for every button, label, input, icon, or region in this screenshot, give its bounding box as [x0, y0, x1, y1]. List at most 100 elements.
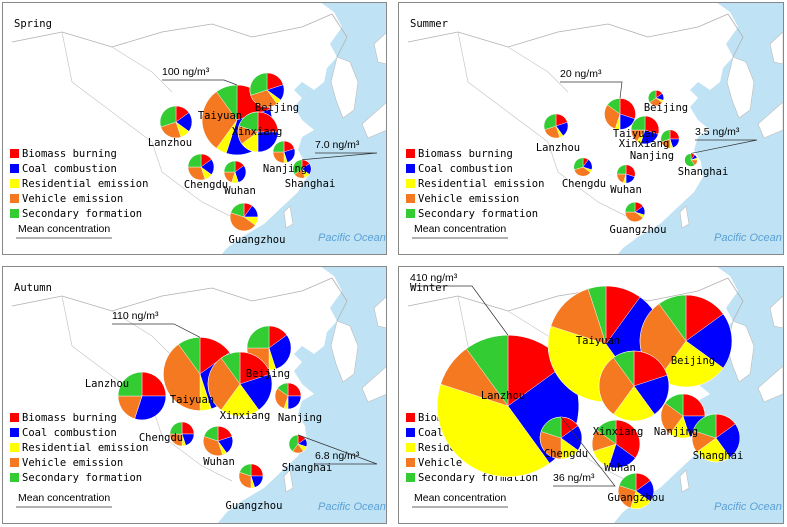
legend-swatch — [10, 413, 19, 422]
concentration-label: 100 ng/m³ — [162, 66, 210, 78]
pie-size — [207, 351, 273, 417]
legend-swatch — [10, 149, 19, 158]
legend-label: Coal combustion — [418, 163, 513, 175]
city-label: Guangzhou — [226, 500, 283, 512]
pie — [159, 105, 193, 139]
pie-size — [598, 350, 670, 422]
city-label: Wuhan — [604, 462, 636, 474]
panel: Autumn Pacific Ocean Biomass burning Coal c… — [2, 266, 387, 524]
pie — [660, 393, 706, 439]
base-map — [2, 2, 387, 255]
panel-frame — [398, 2, 784, 255]
legend-swatch — [10, 443, 19, 452]
legend-swatch — [10, 473, 19, 482]
leader-line — [301, 152, 378, 161]
legend-label: Biomass burning — [22, 148, 117, 160]
city-label: Taiyuan — [198, 110, 242, 122]
pie — [660, 129, 680, 149]
pie — [223, 160, 247, 184]
concentration-label: 36 ng/m³ — [553, 472, 595, 484]
concentration-label: 20 ng/m³ — [560, 68, 602, 80]
pie — [624, 201, 646, 223]
pie — [616, 164, 636, 184]
legend-swatch — [406, 428, 415, 437]
pie — [207, 351, 273, 417]
legend-swatch — [10, 179, 19, 188]
pie — [202, 425, 234, 457]
season-label: Summer — [410, 18, 448, 30]
city-label: Wuhan — [203, 456, 235, 468]
city-label: Beijing — [246, 368, 290, 380]
pie — [630, 115, 660, 145]
city-label: Nanjing — [654, 426, 698, 438]
concentration-label: 410 ng/m³ — [410, 272, 458, 284]
pie — [229, 202, 259, 232]
pie-size — [647, 89, 665, 107]
legend-swatch — [10, 164, 19, 173]
panel: Summer Pacific Ocean Biomass burning Coal c… — [398, 2, 784, 255]
leader-line — [690, 139, 758, 154]
legend-swatch — [406, 149, 415, 158]
pie-size — [272, 140, 296, 164]
legend-swatch — [10, 209, 19, 218]
pie — [604, 98, 636, 130]
city-label: Beijing — [671, 355, 715, 367]
city-label: Taiyuan — [576, 335, 620, 347]
mean-label: Mean concentration — [18, 492, 110, 504]
pie-size — [159, 105, 193, 139]
city-label: Shanghai — [693, 450, 744, 462]
pie — [573, 157, 593, 177]
pie-size — [249, 72, 285, 108]
pie-size — [691, 413, 741, 463]
panel-frame — [398, 266, 784, 524]
legend-label: Vehicle emission — [22, 457, 123, 469]
city-label: Wuhan — [224, 185, 256, 197]
legend-label: Coal combustion — [22, 163, 117, 175]
leader-line — [162, 79, 238, 86]
city-label: Xinxiang — [619, 138, 670, 150]
pie-size — [543, 113, 569, 139]
pie-size — [202, 425, 234, 457]
city-label: Lanzhou — [536, 142, 580, 154]
pie-size — [229, 202, 259, 232]
city-label: Lanzhou — [85, 378, 129, 390]
concentration-label: 7.0 ng/m³ — [315, 139, 360, 151]
ocean-label: Pacific Ocean — [318, 501, 386, 513]
city-label: Nanjing — [263, 163, 307, 175]
city-label: Lanzhou — [148, 137, 192, 149]
city-label: Guangzhou — [610, 224, 667, 236]
pie-size — [274, 382, 302, 410]
legend-label: Coal combustion — [22, 427, 117, 439]
pie-size — [238, 463, 264, 489]
pie-size — [624, 201, 646, 223]
mean-label: Mean concentration — [414, 223, 506, 235]
city-label: Beijing — [255, 102, 299, 114]
mean-label: Mean concentration — [18, 223, 110, 235]
ocean-label: Pacific Ocean — [714, 232, 782, 244]
season-label: Winter — [410, 282, 448, 294]
leader-line — [410, 285, 509, 336]
concentration-label: 110 ng/m³ — [112, 310, 159, 322]
legend-label: Residential emission — [418, 178, 544, 190]
city-label: Beijing — [644, 102, 688, 114]
pie — [274, 382, 302, 410]
pie — [288, 434, 308, 454]
city-label: Chengdu — [562, 178, 606, 190]
legend-swatch — [406, 164, 415, 173]
pie — [292, 159, 312, 179]
legend-label: Biomass burning — [418, 148, 513, 160]
legend-swatch — [406, 473, 415, 482]
city-label: Taiyuan — [170, 394, 214, 406]
pie-size — [591, 419, 641, 469]
pie — [187, 153, 215, 181]
pie-size — [660, 129, 680, 149]
city-label: Guangzhou — [608, 492, 665, 504]
pie-size — [639, 294, 733, 388]
pie-size — [616, 164, 636, 184]
leader-line — [112, 323, 201, 338]
city-label: Nanjing — [278, 412, 322, 424]
city-label: Lanzhou — [481, 390, 525, 402]
pie-size — [237, 111, 279, 153]
legend-swatch — [10, 428, 19, 437]
city-label: Nanjing — [630, 150, 674, 162]
